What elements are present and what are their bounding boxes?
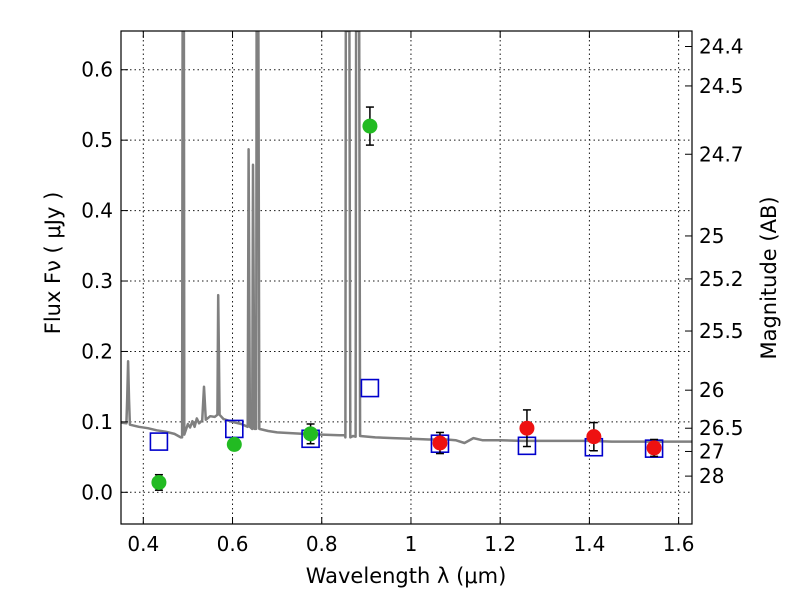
y2-tick-label: 26.5 (699, 416, 744, 440)
y-axis-flux: 0.0 0.1 0.2 0.3 0.4 0.5 0.6 (81, 58, 128, 504)
plot-frame (120, 30, 693, 525)
y-tick-label: 0.1 (81, 410, 113, 434)
y2-tick-label: 25 (699, 224, 724, 248)
x-tick-label: 0.4 (127, 532, 159, 556)
y2-tick-label: 25.2 (699, 267, 744, 291)
x-tick-label: 1.4 (573, 532, 605, 556)
x-tick-label: 1.2 (484, 532, 516, 556)
model-photometry-square (149, 432, 169, 451)
observed-nir-point (646, 440, 662, 456)
y2-tick-label: 24.7 (699, 142, 744, 166)
y2-tick-label: 24.4 (699, 34, 744, 58)
observed-nir-point (432, 435, 448, 451)
x-tick-label: 1 (405, 532, 418, 556)
model-sed-line (121, 31, 692, 445)
y2-tick-label: 27 (699, 439, 724, 463)
y-axis-label: Flux Fν ( μJy ) (41, 192, 65, 335)
y-tick-label: 0.0 (81, 480, 113, 504)
x-tick-label: 1.6 (663, 532, 695, 556)
y2-axis-label: Magnitude (AB) (757, 196, 781, 359)
y-tick-label: 0.6 (81, 58, 113, 82)
observed-nir-point (519, 420, 535, 436)
y-tick-label: 0.3 (81, 269, 113, 293)
observed-optical-point (226, 436, 242, 452)
x-axis: 0.4 0.6 0.8 1 1.2 1.4 1.6 (127, 31, 695, 556)
y2-tick-label: 25.5 (699, 319, 744, 343)
x-axis-label: Wavelength λ (μm) (306, 564, 507, 588)
y-tick-label: 0.5 (81, 128, 113, 152)
observed-optical-point (303, 426, 319, 442)
y2-tick-label: 26 (699, 378, 724, 402)
y2-tick-label: 24.5 (699, 74, 744, 98)
observed-nir-point (586, 429, 602, 445)
model-photometry-square (360, 378, 380, 398)
observed-optical-point (151, 474, 167, 490)
observed-optical-point (362, 118, 378, 134)
x-tick-label: 0.6 (217, 532, 249, 556)
y-tick-label: 0.2 (81, 339, 113, 363)
plot-area (121, 31, 692, 491)
grid (121, 31, 692, 524)
x-tick-label: 0.8 (306, 532, 338, 556)
y2-tick-label: 28 (699, 464, 724, 488)
y-tick-label: 0.4 (81, 199, 113, 223)
